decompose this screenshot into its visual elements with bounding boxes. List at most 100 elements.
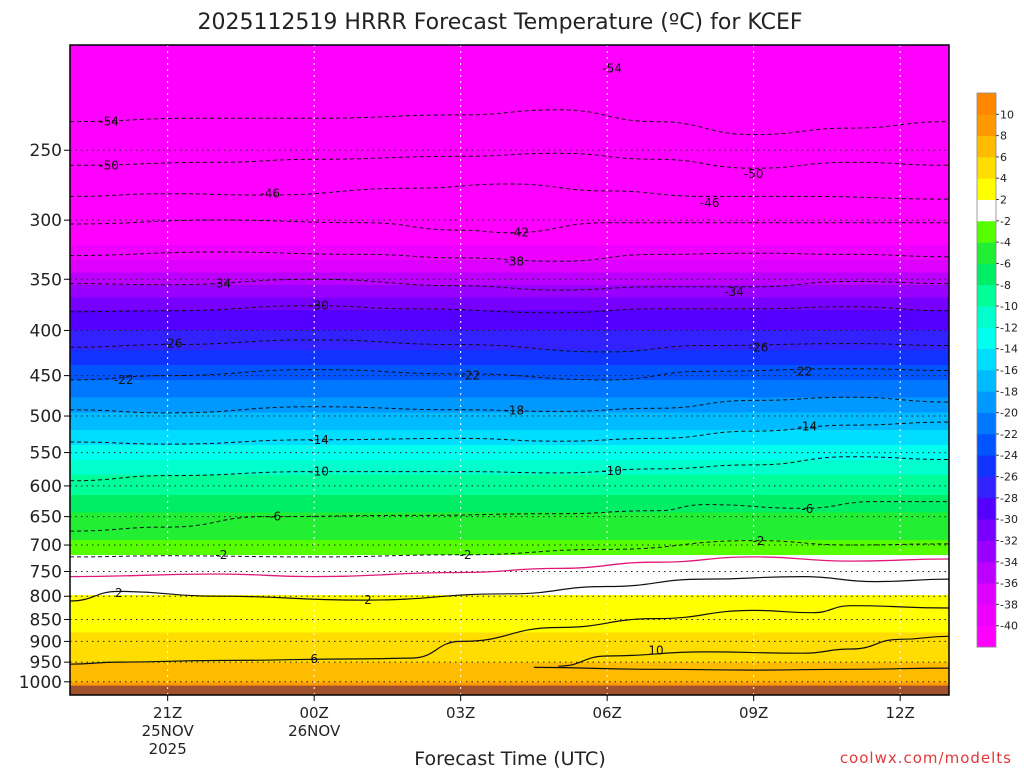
fill-band: [70, 642, 949, 646]
fill-band: [70, 317, 949, 321]
colorbar-swatch: [977, 199, 996, 222]
colorbar-swatch: [977, 263, 996, 286]
contour-label: -10: [602, 464, 622, 478]
fill-band: [70, 330, 949, 334]
colorbar-tick-label: -16: [1000, 364, 1018, 377]
fill-band: [70, 312, 949, 316]
contour-label: 2: [115, 586, 123, 600]
fill-band: [70, 422, 949, 426]
fill-band: [70, 467, 949, 471]
fill-band: [70, 97, 949, 101]
colorbar-swatch: [977, 306, 996, 328]
fill-band: [70, 465, 949, 469]
fill-band: [70, 190, 949, 194]
fill-band: [70, 92, 949, 96]
colorbar-tick-label: -6: [1000, 257, 1011, 270]
fill-band: [70, 357, 949, 361]
fill-band: [70, 550, 949, 554]
fill-band: [70, 552, 949, 556]
fill-band: [70, 380, 949, 384]
colorbar-swatch: [977, 327, 996, 350]
freezing-level-line: [70, 556, 949, 578]
fill-band: [70, 152, 949, 156]
fill-band: [70, 675, 949, 679]
fill-band: [70, 487, 949, 491]
contour-label: -6: [269, 510, 281, 524]
isotherm-dashed: [70, 456, 949, 482]
fill-band: [70, 442, 949, 446]
credit-link[interactable]: coolwx.com/modelts: [840, 749, 1012, 767]
contour-label: -26: [163, 337, 183, 351]
fill-band: [70, 185, 949, 189]
colorbar-swatch: [977, 412, 996, 435]
contour-label: -14: [309, 433, 329, 447]
colorbar-swatch: [977, 135, 996, 158]
contour-label: -50: [744, 167, 764, 181]
fill-band: [70, 245, 949, 249]
fill-band: [70, 135, 949, 139]
fill-band: [70, 72, 949, 76]
fill-band: [70, 577, 949, 581]
fill-band: [70, 147, 949, 151]
fill-band: [70, 80, 949, 84]
fill-band: [70, 367, 949, 371]
fill-band: [70, 180, 949, 184]
fill-band: [70, 307, 949, 311]
fill-band: [70, 667, 949, 671]
fill-band: [70, 145, 949, 149]
fill-band: [70, 607, 949, 611]
fill-band: [70, 590, 949, 594]
contour-label: -50: [99, 158, 119, 172]
contour-label: -14: [798, 420, 818, 434]
fill-band: [70, 585, 949, 589]
contour-label: -30: [309, 299, 329, 313]
colorbar-tick-label: 10: [1000, 108, 1014, 121]
isotherm-dashed: [70, 152, 949, 169]
colorbar-tick-label: -18: [1000, 385, 1018, 398]
colorbar-swatch: [977, 284, 996, 307]
fill-band: [70, 635, 949, 639]
isotherm-dashed: [70, 368, 949, 381]
x-tick-label: 26NOV: [288, 722, 341, 740]
fill-band: [70, 295, 949, 299]
isotherm-dashed: [70, 183, 949, 200]
contour-label: 6: [310, 652, 318, 666]
colorbar-tick-label: -34: [1000, 556, 1018, 569]
contour-label: -34: [212, 277, 232, 291]
fill-band: [70, 535, 949, 539]
fill-band: [70, 202, 949, 206]
fill-band: [70, 125, 949, 129]
fill-band: [70, 62, 949, 66]
fill-band: [70, 387, 949, 391]
x-tick-label: 03Z: [446, 704, 475, 722]
fill-band: [70, 435, 949, 439]
isotherm-dashed: [70, 396, 949, 414]
fill-band: [70, 412, 949, 416]
fill-band: [70, 305, 949, 309]
fill-band: [70, 175, 949, 179]
fill-band: [70, 390, 949, 394]
fill-band: [70, 227, 949, 231]
fill-band: [70, 660, 949, 664]
fill-band: [70, 285, 949, 289]
fill-band: [70, 52, 949, 56]
fill-band: [70, 462, 949, 466]
colorbar-swatch: [977, 156, 996, 179]
fill-band: [70, 400, 949, 404]
fill-band: [70, 522, 949, 526]
fill-band: [70, 530, 949, 534]
fill-band: [70, 162, 949, 166]
fill-band: [70, 597, 949, 601]
x-tick-label: 21Z: [153, 704, 182, 722]
fill-band: [70, 670, 949, 674]
colorbar-legend: -40-38-36-34-32-30-28-26-24-22-20-18-16-…: [976, 92, 1018, 648]
fill-band: [70, 212, 949, 216]
colorbar-swatch: [977, 242, 996, 264]
fill-band: [70, 260, 949, 264]
fill-band: [70, 347, 949, 351]
fill-band: [70, 570, 949, 574]
fill-band: [70, 82, 949, 86]
x-tick-label: 12Z: [885, 704, 914, 722]
fill-band: [70, 602, 949, 606]
